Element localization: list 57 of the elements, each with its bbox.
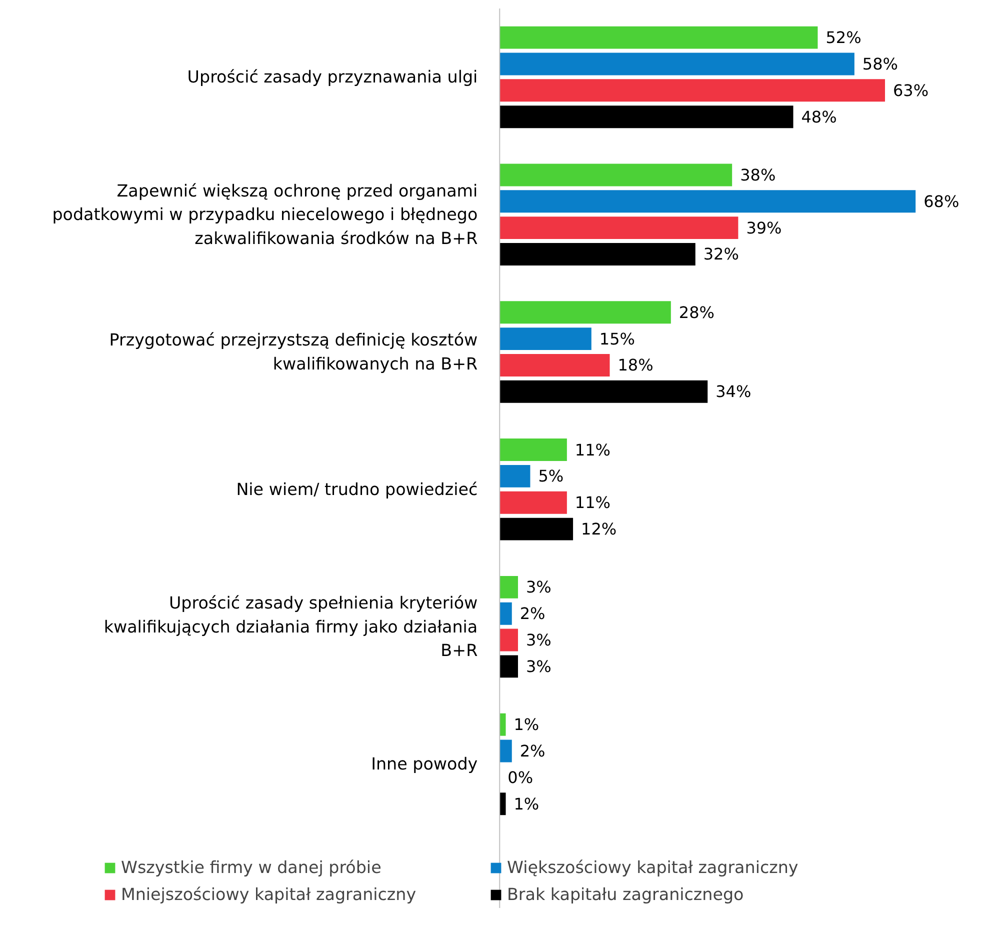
bar xyxy=(500,190,916,213)
data-label: 11% xyxy=(574,440,610,460)
data-label: 2% xyxy=(520,742,546,761)
data-label: 18% xyxy=(618,356,654,375)
bar xyxy=(500,518,574,540)
data-label: 48% xyxy=(801,107,837,126)
bar xyxy=(500,216,738,240)
data-label: 3% xyxy=(526,578,552,597)
y-tick-label: Nie wiem/ trudno powiedzieć xyxy=(236,480,478,499)
y-tick-label: Inne powody xyxy=(371,754,478,774)
data-label: 38% xyxy=(740,165,776,184)
data-label: 28% xyxy=(678,302,714,322)
data-label: 68% xyxy=(924,192,960,211)
y-tick-label: Uprościć zasady spełnienia kryteriów kwalifikujących działania firmy jako działania B+R xyxy=(104,594,478,660)
bar xyxy=(500,713,506,736)
data-label: 63% xyxy=(893,80,929,100)
bar xyxy=(500,79,886,102)
data-label: 2% xyxy=(520,604,546,624)
bar xyxy=(500,243,696,266)
bar xyxy=(500,438,567,462)
data-label: 52% xyxy=(826,28,862,48)
bar xyxy=(500,328,592,350)
bar xyxy=(500,380,708,403)
bar xyxy=(500,354,610,376)
bar xyxy=(500,26,818,49)
data-label: 1% xyxy=(514,715,540,734)
data-label: 5% xyxy=(538,466,564,486)
y-tick-label: Uprościć zasady przyznawania ulgi xyxy=(187,68,478,87)
data-label: 1% xyxy=(514,794,540,814)
bar xyxy=(500,491,567,514)
data-label: 3% xyxy=(526,630,552,650)
legend-label: Brak kapitału zagranicznego xyxy=(507,885,745,904)
data-label: 39% xyxy=(746,218,782,238)
bar xyxy=(500,106,794,128)
y-tick-label: Przygotować przejrzystszą definicję kosztów kwalifikowanych na B+R xyxy=(109,330,478,374)
bar xyxy=(500,602,512,625)
data-label: 15% xyxy=(599,329,635,348)
data-label: 58% xyxy=(862,54,898,74)
bar xyxy=(500,164,732,186)
data-label: 34% xyxy=(716,382,752,402)
bar xyxy=(500,628,518,652)
bar xyxy=(500,464,530,488)
data-label: 32% xyxy=(703,244,739,264)
data-label: 12% xyxy=(581,520,617,539)
legend-label: Większościowy kapitał zagraniczny xyxy=(507,858,800,877)
data-label: 11% xyxy=(574,493,610,512)
data-label: 3% xyxy=(526,656,552,676)
legend-label: Mniejszościowy kapitał zagraniczny xyxy=(121,885,418,904)
y-tick-label: Zapewnić większą ochronę przed organami podatkowymi w przypadku niecelowego i błędnego zakwalifikowania środków na B+R xyxy=(52,181,478,248)
bar xyxy=(500,655,518,678)
data-label: 0% xyxy=(508,768,534,787)
legend-label: Wszystkie firmy w danej próbie xyxy=(121,858,382,877)
bar xyxy=(500,576,518,598)
bar xyxy=(500,740,512,762)
bar xyxy=(500,792,506,816)
bar xyxy=(500,301,671,324)
bar xyxy=(500,52,854,76)
